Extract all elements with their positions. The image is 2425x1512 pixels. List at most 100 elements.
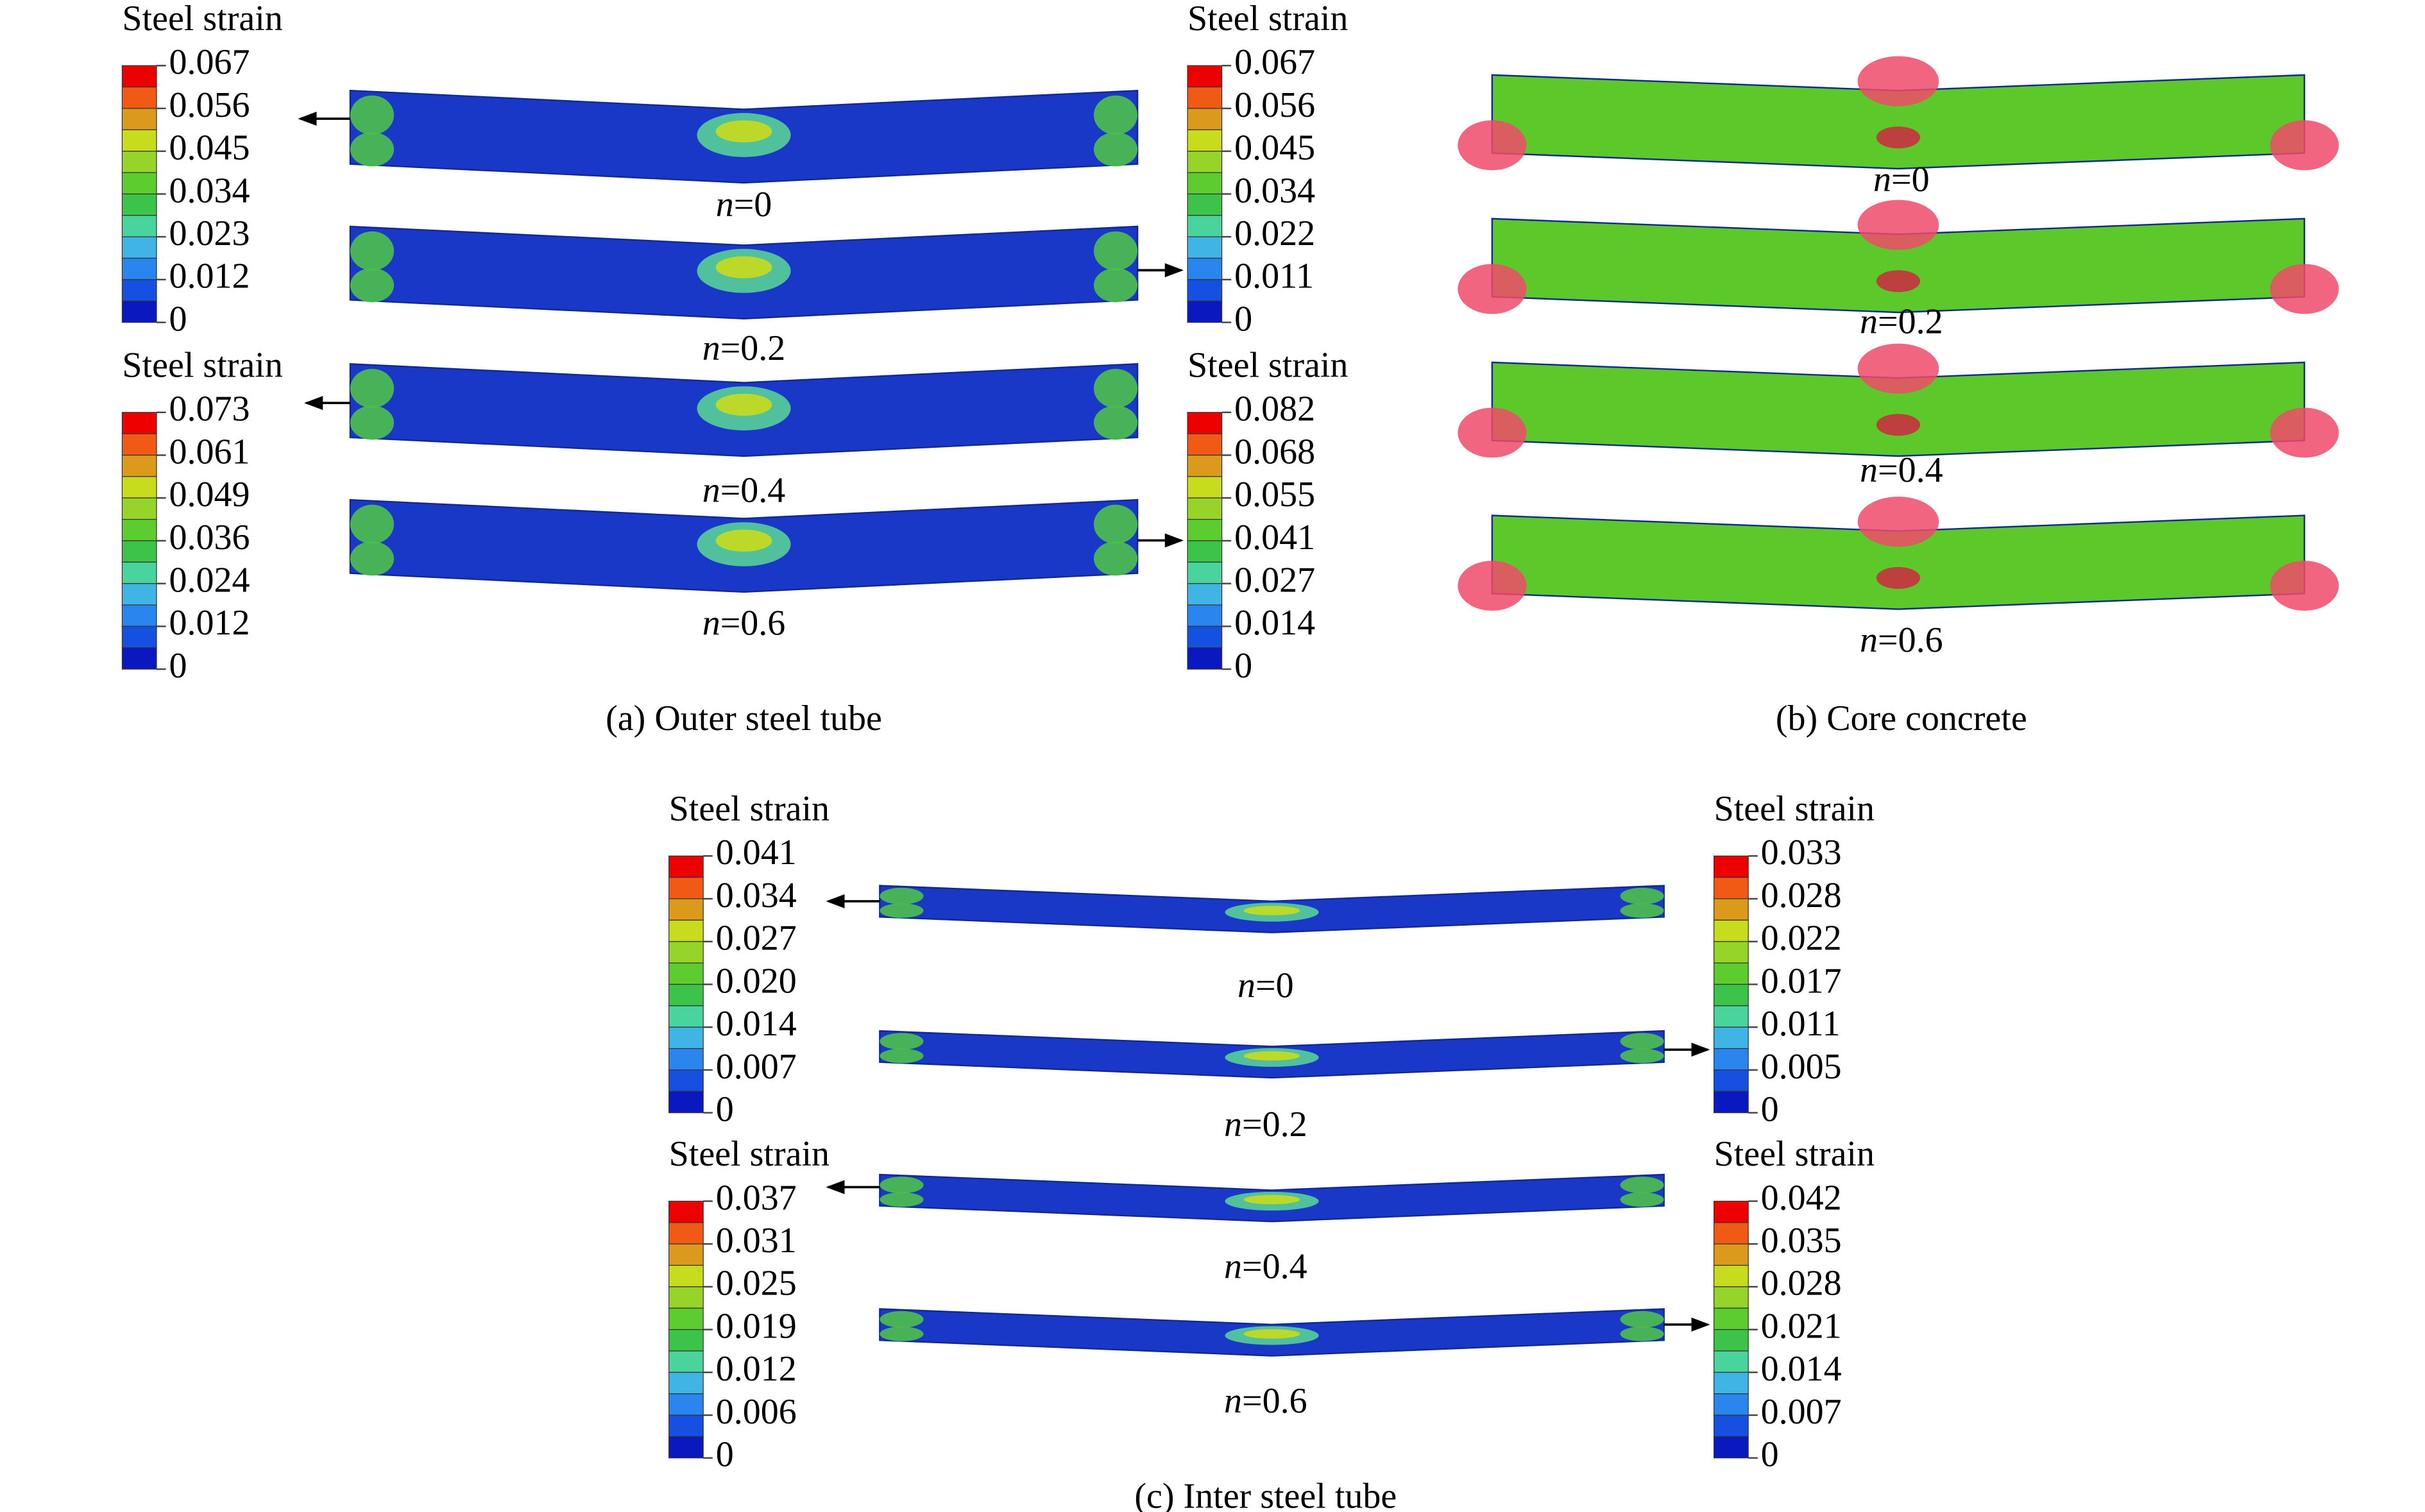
strain-zone bbox=[880, 887, 924, 905]
legend-label: 0.068 bbox=[1234, 432, 1315, 471]
strain-zone bbox=[1620, 1033, 1664, 1050]
legend-band bbox=[1187, 583, 1223, 606]
beam bbox=[1458, 497, 2339, 611]
legend-band bbox=[1713, 1393, 1749, 1416]
legend-label: 0.014 bbox=[1234, 603, 1315, 643]
legend-label: 0.035 bbox=[1761, 1221, 1842, 1261]
legend-band bbox=[668, 1091, 704, 1114]
crush-zone bbox=[2270, 120, 2339, 171]
panel-caption: (b) Core concrete bbox=[1776, 699, 2027, 738]
beam bbox=[349, 363, 1139, 457]
legend-band bbox=[121, 412, 157, 434]
legend-title: Steel strain bbox=[1187, 0, 1348, 38]
beam-label: n=0 bbox=[716, 185, 772, 225]
beam-label-value: =0 bbox=[1255, 965, 1294, 1005]
legend-band bbox=[121, 87, 157, 109]
beam-label: n=0 bbox=[1873, 160, 1930, 200]
legend-label: 0.034 bbox=[716, 876, 797, 915]
beam-label: n=0.2 bbox=[1860, 302, 1943, 341]
strain-zone bbox=[1620, 1311, 1664, 1328]
crush-zone bbox=[1458, 407, 1527, 458]
legend-band bbox=[121, 257, 157, 280]
strain-zone bbox=[1093, 504, 1138, 544]
legend-label: 0.022 bbox=[1234, 214, 1315, 253]
legend-label: 0.027 bbox=[716, 919, 797, 958]
legend-band bbox=[1187, 540, 1223, 563]
strain-zone bbox=[880, 1192, 924, 1207]
beam-label-value: =0.4 bbox=[1242, 1246, 1307, 1286]
beam-label-value: =0.6 bbox=[720, 603, 786, 643]
legend-band bbox=[668, 1005, 704, 1028]
legend-band bbox=[1187, 561, 1223, 584]
strain-zone bbox=[1093, 268, 1138, 303]
legend-band bbox=[1187, 625, 1223, 649]
legend-band bbox=[121, 65, 157, 88]
beam-label-var: n bbox=[1238, 965, 1255, 1005]
legend-band bbox=[1713, 855, 1749, 878]
strain-zone bbox=[350, 504, 395, 544]
legend-band bbox=[121, 583, 157, 606]
legend-band bbox=[1187, 151, 1223, 173]
legend-label: 0.067 bbox=[169, 42, 250, 82]
legend-band bbox=[1187, 497, 1223, 520]
legend-label: 0.067 bbox=[1234, 42, 1315, 82]
beam bbox=[879, 885, 1665, 933]
legend-band bbox=[668, 1436, 704, 1459]
strain-zone bbox=[1243, 1194, 1300, 1205]
legend-band bbox=[668, 1243, 704, 1266]
legend-band bbox=[668, 1350, 704, 1373]
crush-zone bbox=[2270, 561, 2339, 611]
beam-label: n=0.4 bbox=[702, 470, 786, 510]
legend-title: Steel strain bbox=[1187, 345, 1348, 385]
legend-band bbox=[1187, 519, 1223, 541]
legend-band bbox=[1187, 300, 1223, 323]
legend-label: 0.037 bbox=[716, 1178, 797, 1218]
beam-label-var: n bbox=[702, 470, 720, 510]
crush-zone bbox=[1458, 120, 1527, 171]
legend-label: 0 bbox=[716, 1435, 734, 1475]
beam bbox=[879, 1173, 1665, 1223]
legend-label: 0.012 bbox=[169, 603, 250, 643]
legend-label: 0.025 bbox=[716, 1264, 797, 1304]
legend-band bbox=[1187, 412, 1223, 434]
legend-band bbox=[668, 1264, 704, 1287]
strain-zone bbox=[715, 529, 772, 552]
beam-label-var: n bbox=[1224, 1381, 1242, 1421]
legend-band bbox=[121, 193, 157, 216]
legend-band bbox=[668, 877, 704, 899]
beam bbox=[879, 1030, 1665, 1079]
legend-title: Steel strain bbox=[1714, 1134, 1875, 1174]
legend-band bbox=[121, 279, 157, 302]
legend-band bbox=[1187, 604, 1223, 627]
legend-label: 0.014 bbox=[1761, 1349, 1842, 1389]
beam-label: n=0.4 bbox=[1224, 1246, 1307, 1286]
strain-zone bbox=[880, 1311, 924, 1328]
crush-zone bbox=[1857, 56, 1939, 106]
legend-title: Steel strain bbox=[1714, 789, 1875, 829]
panel: Steel strain0.0670.0560.0450.0340.0230.0… bbox=[121, 0, 1348, 738]
legend-band bbox=[668, 1286, 704, 1309]
beam-label-value: =0.6 bbox=[1878, 620, 1943, 660]
beam-label-var: n bbox=[716, 185, 734, 225]
legend-band bbox=[121, 561, 157, 584]
legend-band bbox=[121, 433, 157, 456]
beam-label-var: n bbox=[1224, 1246, 1242, 1286]
panel-caption: (c) Inter steel tube bbox=[1134, 1476, 1397, 1512]
legend-band bbox=[1187, 172, 1223, 195]
legend-band bbox=[668, 1200, 704, 1223]
legend-band bbox=[1187, 193, 1223, 216]
legend-band bbox=[668, 1414, 704, 1438]
legend-label: 0.061 bbox=[169, 432, 250, 471]
strain-zone bbox=[880, 1048, 924, 1064]
strain-zone bbox=[1620, 1176, 1664, 1194]
legend-band bbox=[1187, 215, 1223, 237]
legend-label: 0.020 bbox=[716, 961, 797, 1001]
legend-label: 0.024 bbox=[169, 561, 250, 600]
legend-band bbox=[121, 129, 157, 152]
legend-label: 0.073 bbox=[169, 389, 250, 429]
beam-label-var: n bbox=[702, 603, 720, 643]
legend-band bbox=[121, 108, 157, 130]
panel: n=0n=0.2n=0.4n=0.6(b) Core concrete bbox=[1458, 56, 2339, 738]
legend-band bbox=[1187, 129, 1223, 152]
legend-label: 0.019 bbox=[716, 1306, 797, 1346]
